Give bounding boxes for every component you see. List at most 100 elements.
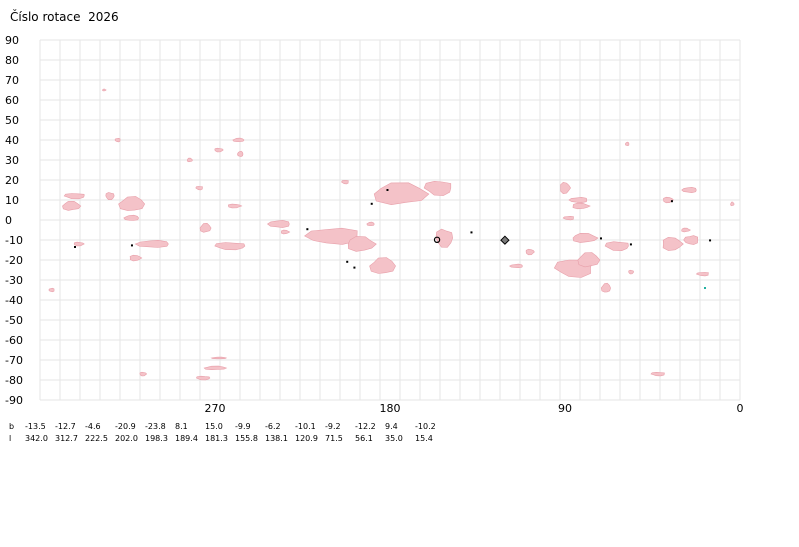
table-cell: -10.2 <box>415 422 436 431</box>
active-region <box>662 236 684 251</box>
chart-title: Číslo rotace 2026 <box>10 10 119 24</box>
y-tick-label: 70 <box>5 74 19 87</box>
active-region <box>210 356 228 360</box>
active-region <box>228 203 243 209</box>
spot-marker <box>709 239 712 242</box>
y-tick-label: -60 <box>5 334 23 347</box>
active-region <box>572 202 591 210</box>
active-region <box>63 193 85 200</box>
active-region <box>683 235 699 245</box>
active-region <box>509 263 523 269</box>
active-region <box>624 141 630 147</box>
y-tick-label: 0 <box>5 214 12 227</box>
x-tick-label: 90 <box>558 402 572 415</box>
x-tick-label: 270 <box>205 402 226 415</box>
active-region <box>73 241 85 247</box>
table-row-label: l <box>9 434 11 443</box>
y-tick-label: -20 <box>5 254 23 267</box>
table-cell: 312.7 <box>55 434 78 443</box>
table-cell: 181.3 <box>205 434 228 443</box>
spot-marker <box>353 266 356 269</box>
spot-marker <box>370 202 373 205</box>
active-region <box>102 88 107 92</box>
x-tick-label: 180 <box>380 402 401 415</box>
table-cell: -9.2 <box>325 422 341 431</box>
active-region <box>123 214 140 221</box>
active-region <box>232 137 245 142</box>
region-layer <box>48 88 735 381</box>
active-region <box>366 221 375 226</box>
active-region <box>730 201 735 207</box>
y-tick-label: -40 <box>5 294 23 307</box>
y-tick-label: 20 <box>5 174 19 187</box>
spot-marker <box>130 244 133 247</box>
active-region <box>237 150 244 157</box>
active-region <box>186 157 193 163</box>
y-tick-label: 40 <box>5 134 19 147</box>
spot-marker <box>74 246 76 248</box>
table-cell: -9.9 <box>235 422 251 431</box>
active-region <box>562 215 574 221</box>
y-tick-label: -10 <box>5 234 23 247</box>
axis-layer: 90 80 70 60 50 40 30 20 10 0 -10 -20 -30 -40 -50 -60 -70… <box>5 34 744 415</box>
spot-marker-teal <box>704 287 706 289</box>
table-cell: -12.7 <box>55 422 76 431</box>
active-region <box>129 254 143 262</box>
spot-marker <box>386 189 389 191</box>
table-cell: 342.0 <box>25 434 48 443</box>
table-cell: 8.1 <box>175 422 188 431</box>
table-cell: 71.5 <box>325 434 343 443</box>
spot-marker <box>629 243 632 246</box>
active-region <box>628 269 635 275</box>
active-region <box>572 232 599 243</box>
active-region <box>577 252 601 268</box>
spot-marker-ring <box>433 236 441 243</box>
active-region <box>214 147 224 153</box>
table-cell: -12.2 <box>355 422 376 431</box>
active-region <box>304 227 358 245</box>
spot-marker <box>470 231 473 234</box>
table-row-label: b <box>9 422 14 431</box>
active-region <box>114 137 121 143</box>
spot-marker <box>346 260 349 263</box>
active-region <box>105 192 115 200</box>
table-cell: 15.4 <box>415 434 433 443</box>
table-cell: -10.1 <box>295 422 316 431</box>
active-region <box>373 182 430 206</box>
active-region <box>341 180 349 185</box>
table-cell: 15.0 <box>205 422 223 431</box>
active-region <box>195 375 211 381</box>
table-cell: 9.4 <box>385 422 398 431</box>
spot-marker <box>670 200 673 203</box>
table-cell: -6.2 <box>265 422 281 431</box>
table-cell: 56.1 <box>355 434 373 443</box>
y-tick-label: 60 <box>5 94 19 107</box>
active-region <box>62 200 82 211</box>
table-cell: 222.5 <box>85 434 108 443</box>
active-region <box>650 371 665 377</box>
table-cell: 138.1 <box>265 434 288 443</box>
y-tick-label: -90 <box>5 394 23 407</box>
active-region <box>347 236 377 252</box>
active-region <box>604 241 629 252</box>
y-tick-label: -70 <box>5 354 23 367</box>
active-region <box>681 227 692 233</box>
table-cell: 155.8 <box>235 434 258 443</box>
active-region <box>423 180 452 196</box>
active-region <box>266 220 290 228</box>
table-cell: -4.6 <box>85 422 101 431</box>
active-region <box>600 282 611 293</box>
active-region <box>525 248 535 256</box>
central-meridian-marker <box>500 235 510 245</box>
y-tick-label: 30 <box>5 154 19 167</box>
y-tick-label: 50 <box>5 114 19 127</box>
table-cell: 198.3 <box>145 434 168 443</box>
y-tick-label: -30 <box>5 274 23 287</box>
grid-layer <box>39 39 741 401</box>
y-tick-label: 90 <box>5 34 19 47</box>
coordinate-table: b -13.5 -12.7 -4.6 -20.9 -23.8 8.1 15.0 -9.9 -6.2… <box>9 422 436 443</box>
table-cell: -23.8 <box>145 422 166 431</box>
table-cell: 35.0 <box>385 434 403 443</box>
active-region <box>280 229 291 235</box>
y-tick-label: 10 <box>5 194 19 207</box>
